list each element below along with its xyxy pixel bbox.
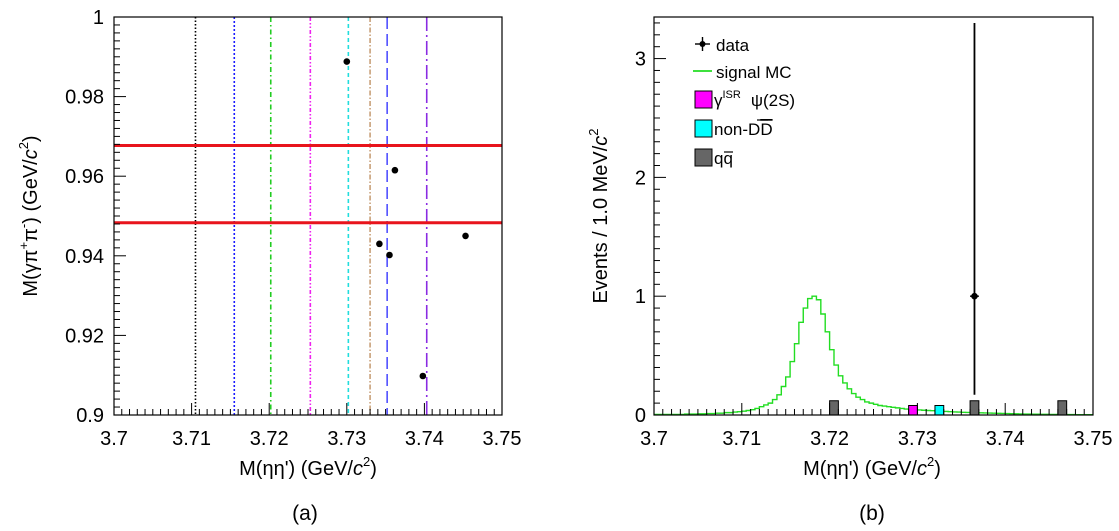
a-x-tick-label: 3.71 <box>172 428 211 450</box>
a-y-tick-label: 1 <box>93 7 104 29</box>
panel-b-histogram: 3.7 3.71 3.72 3.73 3.74 3.75 0 1 2 3 data signal… <box>586 16 1112 525</box>
a-plot-frame <box>113 16 503 416</box>
a-vertical-lines <box>194 17 428 415</box>
a-data-point-1 <box>391 166 399 174</box>
panel-a-scatter: 3.7 3.71 3.72 3.73 3.74 3.75 0.90.920.940.960… <box>16 7 521 525</box>
svg-text:non-DD: non-DD <box>714 120 773 139</box>
a-x-axis-label: M(ηη') (GeV/c2) <box>239 454 377 480</box>
b-signal-mc-histogram <box>654 295 1093 416</box>
a-y-axis-label: M(γπ+π-) (GeV/c2) <box>16 135 42 296</box>
b-tick-marks <box>653 22 1094 416</box>
a-data-point-3 <box>386 251 393 259</box>
b-bar-qq-0 <box>829 400 839 416</box>
b-y-tick-label: 2 <box>635 167 646 189</box>
b-x-axis-label: M(ηη') (GeV/c2) <box>803 454 941 480</box>
a-y-tick-labels: 0.9 0.92 0.94 0.96 0.98 1 <box>65 7 104 427</box>
legend-entry-non-ddbar: non-DD <box>694 119 773 139</box>
b-panel-label: (b) <box>859 502 885 525</box>
a-panel-label: (a) <box>292 502 318 525</box>
a-y-tick-label: 0.94 <box>65 246 104 268</box>
a-y-tick-label: 0.92 <box>65 325 104 347</box>
a-y-tick-label: 0.9 <box>76 405 104 427</box>
legend-entry-qqbar: qq <box>694 148 733 168</box>
b-x-tick-label: 3.71 <box>722 428 761 450</box>
a-data-points <box>343 58 469 380</box>
a-y-tick-label: 0.98 <box>65 87 104 109</box>
b-bar-qq-3 <box>969 400 980 416</box>
a-x-tick-label: 3.73 <box>327 428 366 450</box>
b-x-tick-label: 3.74 <box>986 428 1025 450</box>
b-legend: data signal MC γISR ψ(2S) non-DD qq <box>693 36 795 168</box>
b-y-tick-labels: 0 1 2 3 <box>635 49 646 427</box>
a-y-tick-label: 0.96 <box>65 166 104 188</box>
a-horizontal-lines <box>114 144 502 225</box>
a-data-point-2 <box>376 240 383 248</box>
a-x-tick-label: 3.75 <box>483 428 522 450</box>
b-bar-qq-4 <box>1057 400 1068 416</box>
b-x-tick-label: 3.75 <box>1074 428 1113 450</box>
b-bar-nondd-2 <box>934 404 945 416</box>
svg-text:signal MC: signal MC <box>716 63 792 82</box>
svg-text:qq: qq <box>714 149 733 168</box>
a-x-tick-label: 3.72 <box>250 428 289 450</box>
b-data-points <box>970 22 979 395</box>
b-x-tick-label: 3.73 <box>898 428 937 450</box>
a-x-tick-label: 3.74 <box>405 428 444 450</box>
a-data-point-4 <box>462 232 469 240</box>
b-x-tick-labels: 3.7 3.71 3.72 3.73 3.74 3.75 <box>640 428 1112 450</box>
b-y-tick-label: 0 <box>635 405 646 427</box>
a-tick-marks <box>113 16 503 416</box>
b-data-point-0 <box>971 292 978 300</box>
legend-entry-isr-psi2s: γISR ψ(2S) <box>694 89 795 110</box>
a-x-tick-labels: 3.7 3.71 3.72 3.73 3.74 3.75 <box>100 428 521 450</box>
b-y-tick-label: 1 <box>635 286 646 308</box>
a-x-tick-label: 3.7 <box>100 428 128 450</box>
b-y-tick-label: 3 <box>635 49 646 71</box>
b-y-axis-label: Events / 1.0 MeV/c2 <box>586 128 612 303</box>
svg-text:data: data <box>716 36 750 55</box>
a-data-point-5 <box>419 372 427 380</box>
b-bar-isr-1 <box>908 404 918 416</box>
b-x-tick-label: 3.7 <box>640 428 668 450</box>
a-data-point-0 <box>343 58 351 65</box>
legend-entry-data: data <box>695 36 750 55</box>
legend-entry-signal-mc: signal MC <box>693 63 792 82</box>
b-x-tick-label: 3.72 <box>810 428 849 450</box>
